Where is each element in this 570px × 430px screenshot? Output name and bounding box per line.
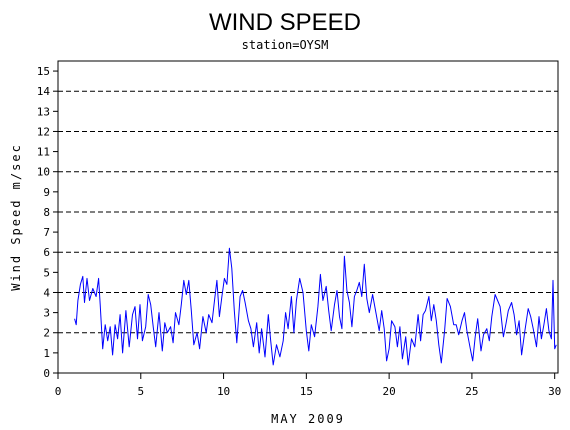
- y-tick-label-4: 4: [43, 286, 50, 299]
- y-tick-label-6: 6: [43, 246, 50, 259]
- x-tick-label-25: 25: [465, 385, 478, 398]
- y-tick-label-12: 12: [37, 125, 50, 138]
- x-tick-label-10: 10: [217, 385, 230, 398]
- x-tick-label-0: 0: [55, 385, 62, 398]
- series-layer: [74, 247, 557, 366]
- y-tick-label-0: 0: [43, 367, 50, 380]
- x-tick-label-20: 20: [383, 385, 396, 398]
- y-axis-label: Wind Speed m/sec: [9, 143, 23, 291]
- series-line-0: [74, 247, 557, 366]
- reference-lines: [58, 90, 558, 374]
- y-tick-label-14: 14: [37, 85, 51, 98]
- chart-subtitle: station=OYSM: [242, 38, 329, 52]
- chart-title: WIND SPEED: [209, 9, 361, 36]
- y-tick-label-10: 10: [37, 166, 50, 179]
- y-tick-label-8: 8: [43, 206, 50, 219]
- y-tick-label-1: 1: [43, 347, 50, 360]
- x-axis: 0 5 10 15 20 25 30: [55, 373, 561, 398]
- y-tick-label-9: 9: [43, 186, 50, 199]
- y-tick-label-7: 7: [43, 226, 50, 239]
- y-tick-label-13: 13: [37, 105, 50, 118]
- y-tick-label-3: 3: [43, 307, 50, 320]
- y-tick-label-5: 5: [43, 266, 50, 279]
- x-tick-label-15: 15: [300, 385, 313, 398]
- x-axis-label: MAY 2009: [271, 412, 345, 426]
- plot-frame: [57, 60, 559, 374]
- y-tick-label-15: 15: [37, 65, 50, 78]
- y-tick-label-11: 11: [37, 146, 50, 159]
- x-tick-label-5: 5: [137, 385, 144, 398]
- y-tick-label-2: 2: [43, 327, 50, 340]
- x-tick-label-30: 30: [548, 385, 561, 398]
